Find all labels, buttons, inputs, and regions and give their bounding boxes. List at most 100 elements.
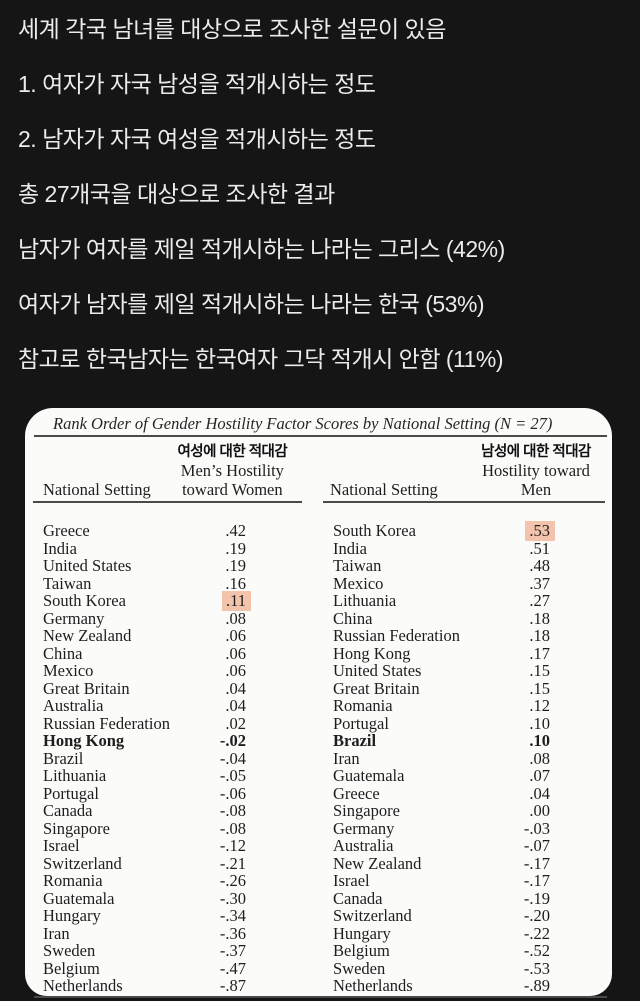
table-row: New Zealand -.17 — [323, 853, 605, 873]
score-cell: .12 — [470, 697, 550, 715]
table-row: Australia -.07 — [323, 837, 605, 855]
score-cell: -.04 — [166, 749, 246, 768]
country-name: Sweden — [43, 941, 96, 960]
table-row: Brazil -.04 — [33, 749, 302, 768]
score-value: -.17 — [523, 853, 550, 873]
table-row: Switzerland -.21 — [33, 854, 302, 873]
score-cell: .06 — [166, 627, 246, 645]
country-name: United States — [43, 556, 132, 575]
score-value: -.30 — [219, 888, 246, 908]
score-value: -.37 — [219, 941, 246, 960]
table-row: Greece .04 — [323, 784, 605, 803]
score-value: -.87 — [219, 976, 246, 995]
score-cell: -.08 — [166, 802, 246, 820]
country-name: Netherlands — [333, 976, 413, 995]
hostility-table-image: Rank Order of Gender Hostility Factor Sc… — [25, 408, 612, 998]
table-body: Greece .42 India .19 United States .19 Taiwan.… — [25, 503, 612, 995]
score-value: -.12 — [219, 836, 246, 855]
score-value: -.06 — [219, 783, 246, 803]
score-cell: .15 — [470, 662, 550, 680]
country-name: New Zealand — [43, 626, 132, 645]
score-value: -.20 — [523, 906, 550, 925]
table-row: United States .15 — [323, 662, 605, 680]
score-value: .04 — [225, 678, 246, 698]
table-row: Singapore -.08 — [33, 818, 302, 838]
score-value: .37 — [529, 573, 550, 593]
table-row: Taiwan .16 — [33, 573, 302, 593]
table-title: Rank Order of Gender Hostility Factor Sc… — [34, 413, 607, 437]
score-value: .16 — [225, 573, 246, 593]
table-row: Brazil .10 — [323, 732, 605, 750]
table-row: Belgium -.52 — [323, 942, 605, 960]
country-name: Canada — [333, 888, 383, 908]
country-name: Germany — [43, 608, 105, 628]
country-name: Portugal — [43, 783, 99, 803]
country-name: United States — [333, 661, 422, 680]
table-row: Hong Kong -.02 — [33, 732, 302, 750]
intro-line: 여자가 남자를 제일 적개시하는 나라는 한국 (53%) — [18, 291, 485, 317]
table-row: China .06 — [33, 643, 302, 663]
score-cell: -.05 — [166, 767, 246, 785]
table-row: Singapore .00 — [323, 802, 605, 820]
table-row: Portugal .10 — [323, 714, 605, 733]
score-cell: -.30 — [166, 888, 246, 908]
score-value: -.53 — [523, 958, 550, 978]
score-cell: .00 — [470, 802, 550, 820]
score-cell: .42 — [166, 522, 246, 540]
country-name: China — [43, 643, 83, 663]
score-cell: .51 — [470, 539, 550, 558]
score-value: .10 — [529, 731, 550, 750]
table-row: Great Britain .04 — [33, 678, 302, 698]
table-row: Germany .08 — [33, 608, 302, 628]
score-cell: .06 — [166, 662, 246, 680]
country-name: India — [43, 538, 77, 558]
score-cell: -.47 — [166, 959, 246, 978]
table-row: Netherlands -.89 — [323, 977, 605, 995]
left-korean-header: 여성에 대한 적대감 — [177, 444, 288, 460]
score-cell: .04 — [166, 697, 246, 715]
score-cell: -.07 — [470, 837, 550, 855]
right-english-header-line2: Men — [520, 479, 552, 499]
score-value: -.02 — [219, 731, 246, 750]
intro-line: 총 27개국을 대상으로 조사한 결과 — [18, 181, 335, 207]
table-row: Australia .04 — [33, 697, 302, 715]
score-cell: .53 — [470, 521, 555, 541]
score-value: -.52 — [523, 941, 550, 960]
score-value: -.34 — [219, 906, 246, 925]
country-name: Iran — [333, 748, 360, 768]
table-row: Canada -.08 — [33, 802, 302, 820]
table-row: Lithuania .27 — [323, 592, 605, 610]
right-korean-header: 남성에 대한 적대감 — [481, 444, 591, 460]
table-row: Guatemala -.30 — [33, 888, 302, 908]
score-value: -.08 — [219, 818, 246, 838]
score-cell: -.17 — [470, 872, 550, 890]
score-value: .27 — [529, 591, 550, 610]
table-row: Hungary -.22 — [323, 924, 605, 943]
score-cell: -.03 — [470, 818, 550, 838]
score-cell: .19 — [166, 539, 246, 558]
score-value: .48 — [529, 556, 550, 575]
score-value: .08 — [529, 748, 550, 768]
score-cell: .08 — [166, 609, 246, 628]
score-value: .02 — [225, 713, 246, 733]
country-name: Mexico — [43, 661, 94, 680]
score-cell: .07 — [470, 767, 550, 785]
score-cell: -.52 — [470, 942, 550, 960]
table-row: Switzerland -.20 — [323, 907, 605, 925]
table-row: United States .19 — [33, 557, 302, 575]
intro-line: 2. 남자가 자국 여성을 적개시하는 정도 — [18, 126, 376, 152]
left-value-column-header: 여성에 대한 적대감 Men’s Hostility toward Women — [151, 443, 314, 499]
score-cell: .10 — [470, 732, 550, 750]
country-name: Guatemala — [333, 766, 405, 785]
country-name: Taiwan — [43, 573, 92, 593]
intro-line: 1. 여자가 자국 남성을 적개시하는 정도 — [18, 71, 376, 97]
score-cell: .48 — [470, 557, 550, 575]
country-name: Guatemala — [43, 888, 115, 908]
score-value: -.05 — [219, 766, 246, 785]
score-value: .15 — [529, 661, 550, 680]
table-row: New Zealand .06 — [33, 627, 302, 645]
intro-line: 참고로 한국남자는 한국여자 그닥 적개시 안함 (11%) — [18, 346, 504, 372]
right-name-column-header: National Setting — [330, 480, 438, 499]
score-value: -.03 — [523, 818, 550, 838]
